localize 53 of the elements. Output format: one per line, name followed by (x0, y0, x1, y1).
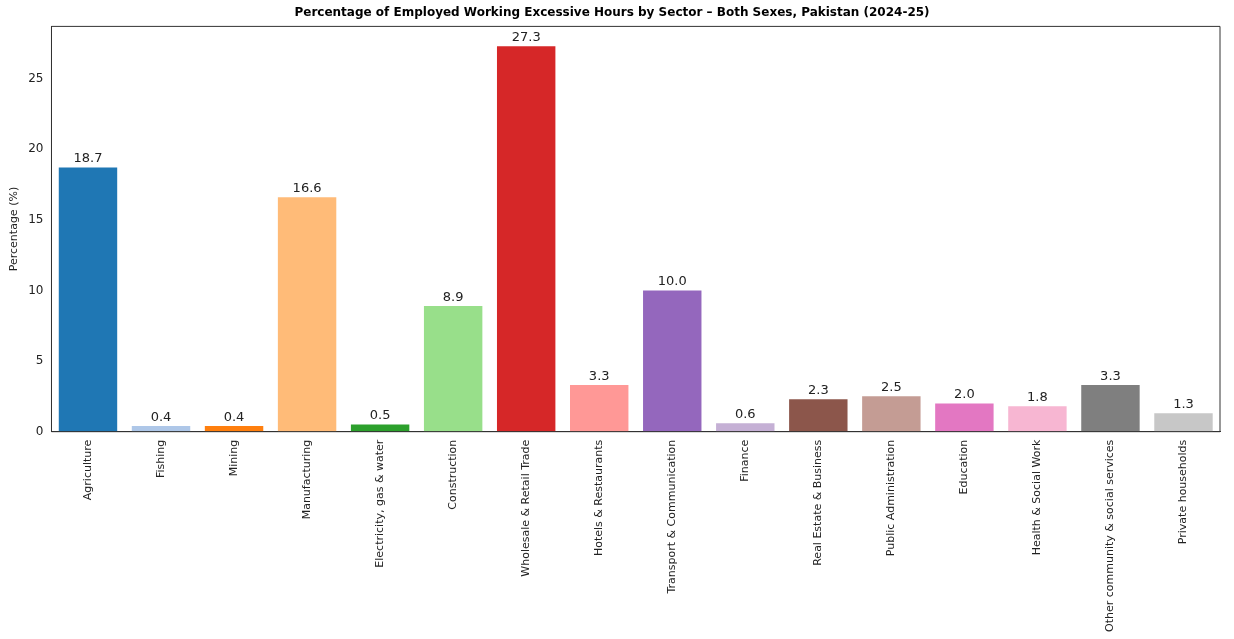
x-tick-label: Electricity, gas & water (372, 439, 386, 568)
data-label: 3.3 (1100, 367, 1121, 383)
x-tick-label: Health & Social Work (1030, 439, 1044, 556)
bar (570, 385, 629, 432)
x-tick-label: Finance (738, 439, 752, 482)
x-tick-label: Transport & Communication (665, 439, 679, 595)
y-tick-label: 15 (28, 211, 44, 226)
data-label: 16.6 (292, 180, 322, 196)
x-tick-label: Agriculture (80, 439, 94, 501)
x-tick-label: Fishing (153, 439, 167, 478)
x-tick-label: Private households (1176, 439, 1190, 545)
data-label: 0.5 (369, 407, 391, 423)
y-axis-title: Percentage (%) (7, 186, 21, 272)
y-tick-label: 25 (28, 70, 44, 85)
data-label: 0.6 (734, 406, 756, 422)
x-tick-label: Hotels & Restaurants (592, 439, 606, 557)
y-tick-label: 5 (35, 353, 44, 368)
data-label: 2.5 (881, 379, 902, 395)
y-tick-label: 0 (35, 423, 44, 438)
x-tick-label: Manufacturing (299, 439, 313, 520)
bar (423, 306, 483, 432)
data-label: 2.0 (954, 386, 975, 402)
x-tick-label: Other community & social services (1103, 439, 1117, 633)
bar (58, 167, 118, 432)
data-label: 0.4 (223, 408, 245, 424)
data-label: 3.3 (588, 367, 610, 383)
bar (862, 396, 921, 432)
bar (935, 403, 994, 432)
bar (1154, 413, 1213, 432)
x-tick-label: Mining (226, 439, 240, 477)
data-label: 1.8 (1027, 389, 1048, 405)
y-tick-label: 10 (28, 282, 44, 297)
data-label: 1.3 (1173, 396, 1194, 412)
x-tick-label: Education (957, 439, 971, 495)
bar (496, 46, 556, 432)
x-tick-label: Construction (446, 439, 460, 510)
data-label: 2.3 (807, 382, 829, 398)
chart-title: Percentage of Employed Working Excessive Hours by Sector – Both Sexes, Pakistan (2024-25) (294, 5, 930, 20)
data-label: 0.4 (150, 408, 172, 424)
data-label: 10.0 (657, 273, 687, 289)
bar (1081, 385, 1140, 432)
data-label: 27.3 (511, 29, 541, 45)
bar (716, 423, 775, 432)
bar (1008, 406, 1067, 432)
bar (277, 197, 337, 432)
x-tick-label: Public Administration (884, 439, 898, 557)
data-label: 18.7 (73, 150, 103, 166)
x-tick-label: Real Estate & Business (811, 439, 825, 566)
bar (789, 399, 848, 432)
bar (643, 290, 702, 432)
y-tick-label: 20 (28, 141, 44, 156)
data-label: 8.9 (442, 288, 464, 304)
x-tick-label: Wholesale & Retail Trade (519, 439, 533, 577)
